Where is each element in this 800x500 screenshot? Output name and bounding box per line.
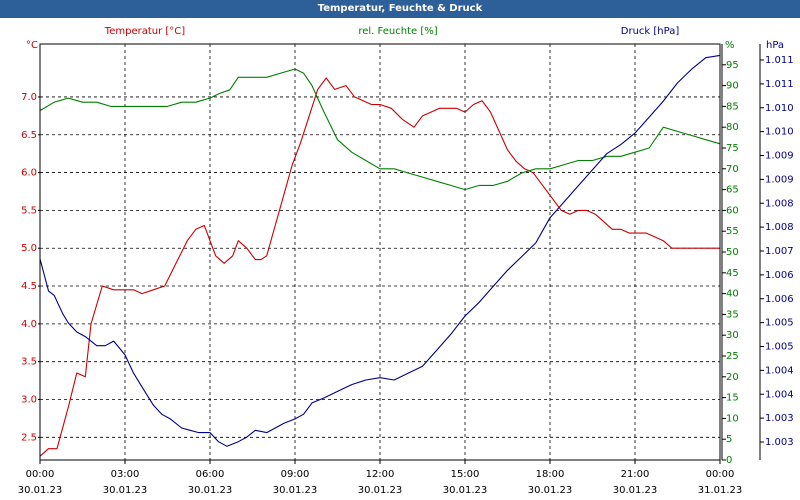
time-tick-label: 00:00 <box>706 469 735 480</box>
time-tick-label: 06:00 <box>196 469 225 480</box>
pressure-tick-label: 1.006 <box>765 294 794 305</box>
date-tick-label: 31.01.23 <box>698 485 743 496</box>
pressure-tick-label: 1.004 <box>765 389 794 400</box>
pressure-tick-label: 1.008 <box>765 198 794 209</box>
pressure-tick-label: 1.010 <box>765 127 794 138</box>
chart-title: Temperatur, Feuchte & Druck <box>0 0 800 18</box>
temperature-tick-label: 5.0 <box>21 243 37 254</box>
humidity-unit: % <box>725 40 735 51</box>
temperature-unit: °C <box>26 40 38 51</box>
date-tick-label: 30.01.23 <box>188 485 233 496</box>
time-tick-label: 21:00 <box>621 469 650 480</box>
humidity-tick-label: 0 <box>726 455 732 466</box>
humidity-tick-label: 40 <box>726 289 739 300</box>
humidity-tick-label: 75 <box>726 143 739 154</box>
humidity-tick-label: 65 <box>726 185 739 196</box>
temperature-tick-label: 3.0 <box>21 394 37 405</box>
pressure-unit: hPa <box>766 40 784 51</box>
time-tick-label: 18:00 <box>536 469 565 480</box>
temperature-line <box>39 77 720 457</box>
time-tick-label: 00:00 <box>26 469 55 480</box>
humidity-tick-label: 20 <box>726 372 739 383</box>
temperature-tick-label: 6.0 <box>21 168 37 179</box>
chart-canvas: 2.5 3.0 3.5 4.0 4.5 5.0 5.5 6.0 6.5 7.0 00:00 30.01… <box>18 26 794 496</box>
pressure-tick-label: 1.009 <box>765 174 794 185</box>
temperature-tick-label: 3.5 <box>21 357 37 368</box>
date-tick-label: 30.01.23 <box>528 485 573 496</box>
time-tick-label: 03:00 <box>111 469 140 480</box>
pressure-tick-label: 1.004 <box>765 365 794 376</box>
date-tick-label: 30.01.23 <box>443 485 488 496</box>
humidity-tick-label: 90 <box>726 81 739 92</box>
humidity-tick-label: 10 <box>726 413 739 424</box>
humidity-tick-label: 15 <box>726 393 739 404</box>
humidity-line <box>39 68 721 191</box>
humidity-tick-label: 80 <box>726 122 739 133</box>
humidity-tick-label: 50 <box>726 247 739 258</box>
date-tick-label: 30.01.23 <box>103 485 148 496</box>
temperature-series-label: Temperatur [°C] <box>104 26 185 37</box>
humidity-tick-label: 25 <box>726 351 739 362</box>
series-layer <box>39 54 721 457</box>
pressure-tick-label: 1.011 <box>765 55 794 66</box>
date-tick-label: 30.01.23 <box>613 485 658 496</box>
date-tick-label: 30.01.23 <box>273 485 318 496</box>
humidity-tick-label: 55 <box>726 226 739 237</box>
pressure-tick-label: 1.009 <box>765 151 794 162</box>
humidity-tick-label: 30 <box>726 330 739 341</box>
pressure-series-label: Druck [hPa] <box>621 26 680 37</box>
pressure-tick-label: 1.006 <box>765 270 794 281</box>
humidity-tick-label: 45 <box>726 268 739 279</box>
humidity-tick-label: 85 <box>726 101 739 112</box>
temperature-tick-label: 2.5 <box>21 432 37 443</box>
pressure-tick-label: 1.005 <box>765 342 794 353</box>
pressure-tick-label: 1.011 <box>765 79 794 90</box>
plot-frame <box>39 43 721 461</box>
humidity-tick-label: 5 <box>726 434 732 445</box>
temperature-tick-label: 7.0 <box>21 92 37 103</box>
pressure-tick-label: 1.007 <box>765 246 794 257</box>
temperature-tick-label: 4.0 <box>21 319 37 330</box>
pressure-tick-label: 1.008 <box>765 222 794 233</box>
humidity-series-label: rel. Feuchte [%] <box>358 26 437 37</box>
pressure-tick-label: 1.010 <box>765 103 794 114</box>
time-tick-label: 09:00 <box>281 469 310 480</box>
grid-layer <box>40 44 720 460</box>
humidity-tick-label: 60 <box>726 205 739 216</box>
pressure-tick-label: 1.005 <box>765 318 794 329</box>
temperature-tick-label: 4.5 <box>21 281 37 292</box>
pressure-line <box>39 54 721 447</box>
temperature-tick-label: 6.5 <box>21 130 37 141</box>
humidity-tick-label: 35 <box>726 309 739 320</box>
date-tick-label: 30.01.23 <box>358 485 403 496</box>
pressure-tick-label: 1.003 <box>765 437 794 448</box>
humidity-tick-label: 70 <box>726 164 739 175</box>
temperature-tick-label: 5.5 <box>21 205 37 216</box>
tick-layer: 2.5 3.0 3.5 4.0 4.5 5.0 5.5 6.0 6.5 7.0 00:00 30.01… <box>18 55 794 496</box>
humidity-tick-label: 95 <box>726 60 739 71</box>
date-tick-label: 30.01.23 <box>18 485 63 496</box>
time-tick-label: 12:00 <box>366 469 395 480</box>
pressure-tick-label: 1.003 <box>765 413 794 424</box>
time-tick-label: 15:00 <box>451 469 480 480</box>
